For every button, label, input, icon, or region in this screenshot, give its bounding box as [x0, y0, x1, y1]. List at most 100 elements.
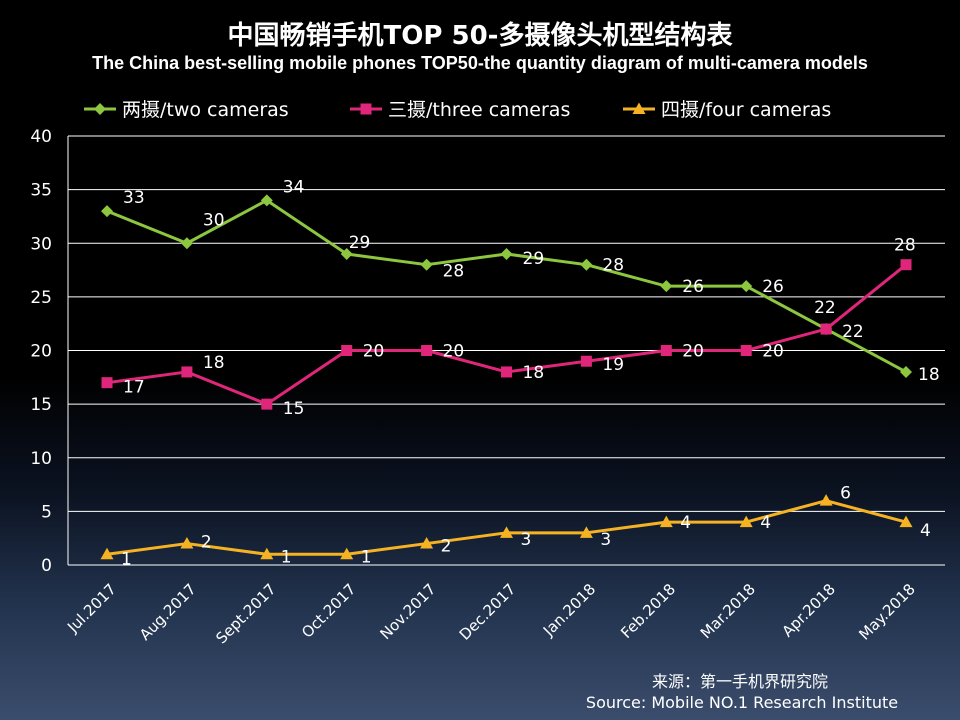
- data-label: 28: [602, 256, 624, 276]
- data-point: [580, 355, 592, 367]
- y-tick-label: 25: [30, 288, 52, 308]
- x-tick-label: Jul.2017: [63, 580, 120, 637]
- data-label: 22: [814, 298, 836, 318]
- x-axis-ticks: Jul.2017 Aug.2017 Sept.2017 Oct.2017 Nov.201…: [63, 580, 919, 647]
- series-line-2: [106, 263, 907, 406]
- data-point: [420, 537, 434, 549]
- data-point: [341, 345, 353, 356]
- data-point: [819, 494, 833, 506]
- data-label: 2: [201, 533, 212, 553]
- data-label: 26: [762, 277, 784, 297]
- data-label: 1: [281, 547, 292, 567]
- legend-label: 四摄/four cameras: [661, 99, 831, 121]
- chart-title: 中国畅销手机TOP 50-多摄像头机型结构表: [228, 21, 734, 51]
- x-tick-label: Dec.2017: [456, 580, 520, 644]
- x-tick-label: Jan.2018: [539, 580, 599, 640]
- data-point: [340, 547, 354, 560]
- data-point: [340, 247, 353, 260]
- data-label: 29: [349, 233, 371, 253]
- data-label: 6: [840, 484, 851, 504]
- data-point: [579, 526, 593, 538]
- data-label: 3: [600, 530, 611, 550]
- data-label: 29: [523, 249, 545, 269]
- data-point: [739, 515, 753, 528]
- data-label: 20: [363, 342, 385, 362]
- data-point: [740, 280, 753, 293]
- data-point: [101, 205, 113, 218]
- data-point: [180, 237, 193, 250]
- data-point: [500, 247, 513, 260]
- y-axis-ticks: 0 5 10 15 20 25 30 35 40: [30, 127, 52, 576]
- legend-label: 两摄/two cameras: [122, 99, 289, 121]
- legend-marker: [632, 102, 646, 114]
- data-label: 20: [762, 342, 784, 362]
- data-label: 17: [123, 378, 145, 398]
- data-label: 18: [918, 365, 940, 385]
- x-tick-label: Feb.2018: [617, 580, 679, 642]
- data-point: [420, 258, 433, 271]
- data-point: [501, 366, 512, 378]
- data-label: 26: [682, 277, 704, 297]
- data-point: [740, 345, 752, 356]
- data-point: [899, 515, 913, 528]
- data-label: 34: [283, 177, 305, 197]
- x-tick-label: Aug.2017: [136, 580, 200, 644]
- data-label: 4: [760, 513, 771, 533]
- data-label: 1: [361, 547, 372, 567]
- data-point: [900, 259, 912, 271]
- x-tick-label: Mar.2018: [697, 580, 759, 642]
- data-point: [820, 323, 832, 335]
- data-point: [260, 547, 274, 560]
- x-tick-label: Nov.2017: [376, 580, 439, 643]
- data-label: 4: [680, 513, 691, 533]
- data-label: 20: [443, 342, 465, 362]
- legend-marker: [360, 103, 372, 115]
- data-label: 28: [894, 236, 916, 256]
- data-point: [660, 280, 673, 293]
- data-label: 18: [203, 353, 225, 373]
- data-label: 22: [842, 322, 864, 342]
- data-label: 2: [441, 537, 452, 557]
- data-point: [659, 515, 673, 528]
- y-tick-label: 5: [41, 502, 52, 522]
- data-point: [261, 398, 273, 410]
- data-point: [421, 345, 433, 356]
- legend: 两摄/two cameras 三摄/three cameras 四摄/four ca…: [84, 99, 831, 121]
- data-label: 28: [443, 262, 465, 282]
- data-point: [181, 366, 193, 378]
- x-tick-label: Apr.2018: [778, 580, 838, 640]
- x-tick-label: May.2018: [855, 580, 919, 644]
- y-tick-label: 20: [30, 342, 52, 362]
- data-point: [580, 258, 593, 271]
- legend-label: 三摄/three cameras: [388, 99, 570, 121]
- data-label: 3: [521, 530, 532, 550]
- data-label: 15: [283, 399, 305, 419]
- x-tick-label: Oct.2017: [298, 580, 359, 641]
- data-point: [260, 194, 273, 207]
- data-point: [660, 345, 672, 356]
- data-point: [100, 547, 114, 560]
- series-layer: [100, 194, 913, 560]
- source-chinese: 来源：第一手机界研究院: [652, 672, 828, 691]
- series-3: [100, 494, 913, 560]
- legend-marker: [94, 103, 106, 115]
- data-point: [900, 365, 912, 378]
- legend-item-2: 三摄/three cameras: [350, 99, 570, 121]
- series-2: [101, 259, 912, 410]
- series-line-1: [106, 198, 907, 374]
- data-label: 18: [523, 363, 545, 383]
- data-label: 1: [121, 549, 132, 569]
- data-label: 33: [123, 188, 145, 208]
- y-tick-label: 0: [41, 556, 52, 576]
- chart-subtitle: The China best-selling mobile phones TOP…: [92, 53, 868, 73]
- legend-item-1: 两摄/two cameras: [84, 99, 289, 121]
- y-tick-label: 35: [30, 181, 52, 201]
- legend-item-3: 四摄/four cameras: [623, 99, 831, 121]
- y-tick-label: 10: [30, 449, 52, 469]
- y-tick-label: 15: [30, 395, 52, 415]
- data-label: 20: [682, 342, 704, 362]
- data-point: [500, 526, 513, 538]
- gridlines: [67, 135, 945, 566]
